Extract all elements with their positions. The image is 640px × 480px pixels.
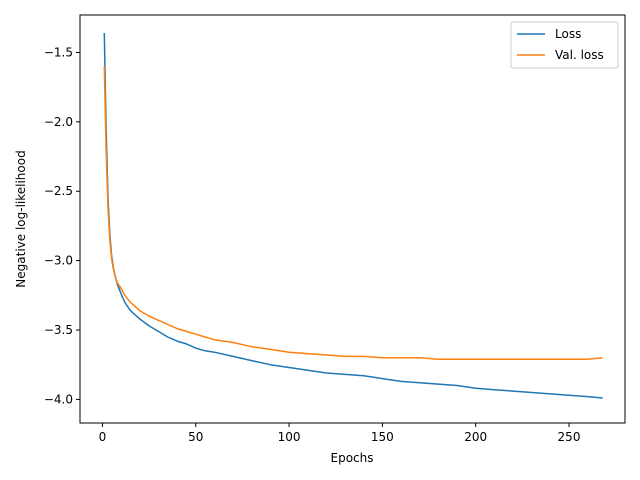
x-tick-label: 100	[278, 430, 301, 444]
legend-label-2: Val. loss	[555, 48, 604, 62]
series-line-2	[103, 66, 603, 360]
legend: Loss Val. loss	[510, 21, 619, 69]
x-tick-label: 0	[99, 430, 107, 444]
x-axis-label: Epochs	[331, 451, 374, 465]
y-tick-label: −3.0	[44, 254, 73, 268]
plot-area	[80, 15, 625, 423]
x-tick-label: 200	[464, 430, 487, 444]
plot-frame	[79, 14, 626, 424]
y-tick-label: −2.0	[44, 115, 73, 129]
legend-label-1: Loss	[555, 27, 581, 41]
x-tick-label: 250	[558, 430, 581, 444]
x-tick-label: 50	[188, 430, 203, 444]
y-tick-label: −1.5	[44, 45, 73, 59]
y-tick-label: −3.5	[44, 323, 73, 337]
y-tick-label: −4.0	[44, 392, 73, 406]
series-layer	[103, 32, 603, 399]
axes-layer: 0 50 100 150 200 250 −4.0 −3.5 −3.0 −2.5 −2.0 −1.5	[44, 45, 581, 444]
y-tick-label: −2.5	[44, 184, 73, 198]
x-tick-label: 150	[371, 430, 394, 444]
y-axis-label: Negative log-likelihood	[14, 150, 28, 287]
